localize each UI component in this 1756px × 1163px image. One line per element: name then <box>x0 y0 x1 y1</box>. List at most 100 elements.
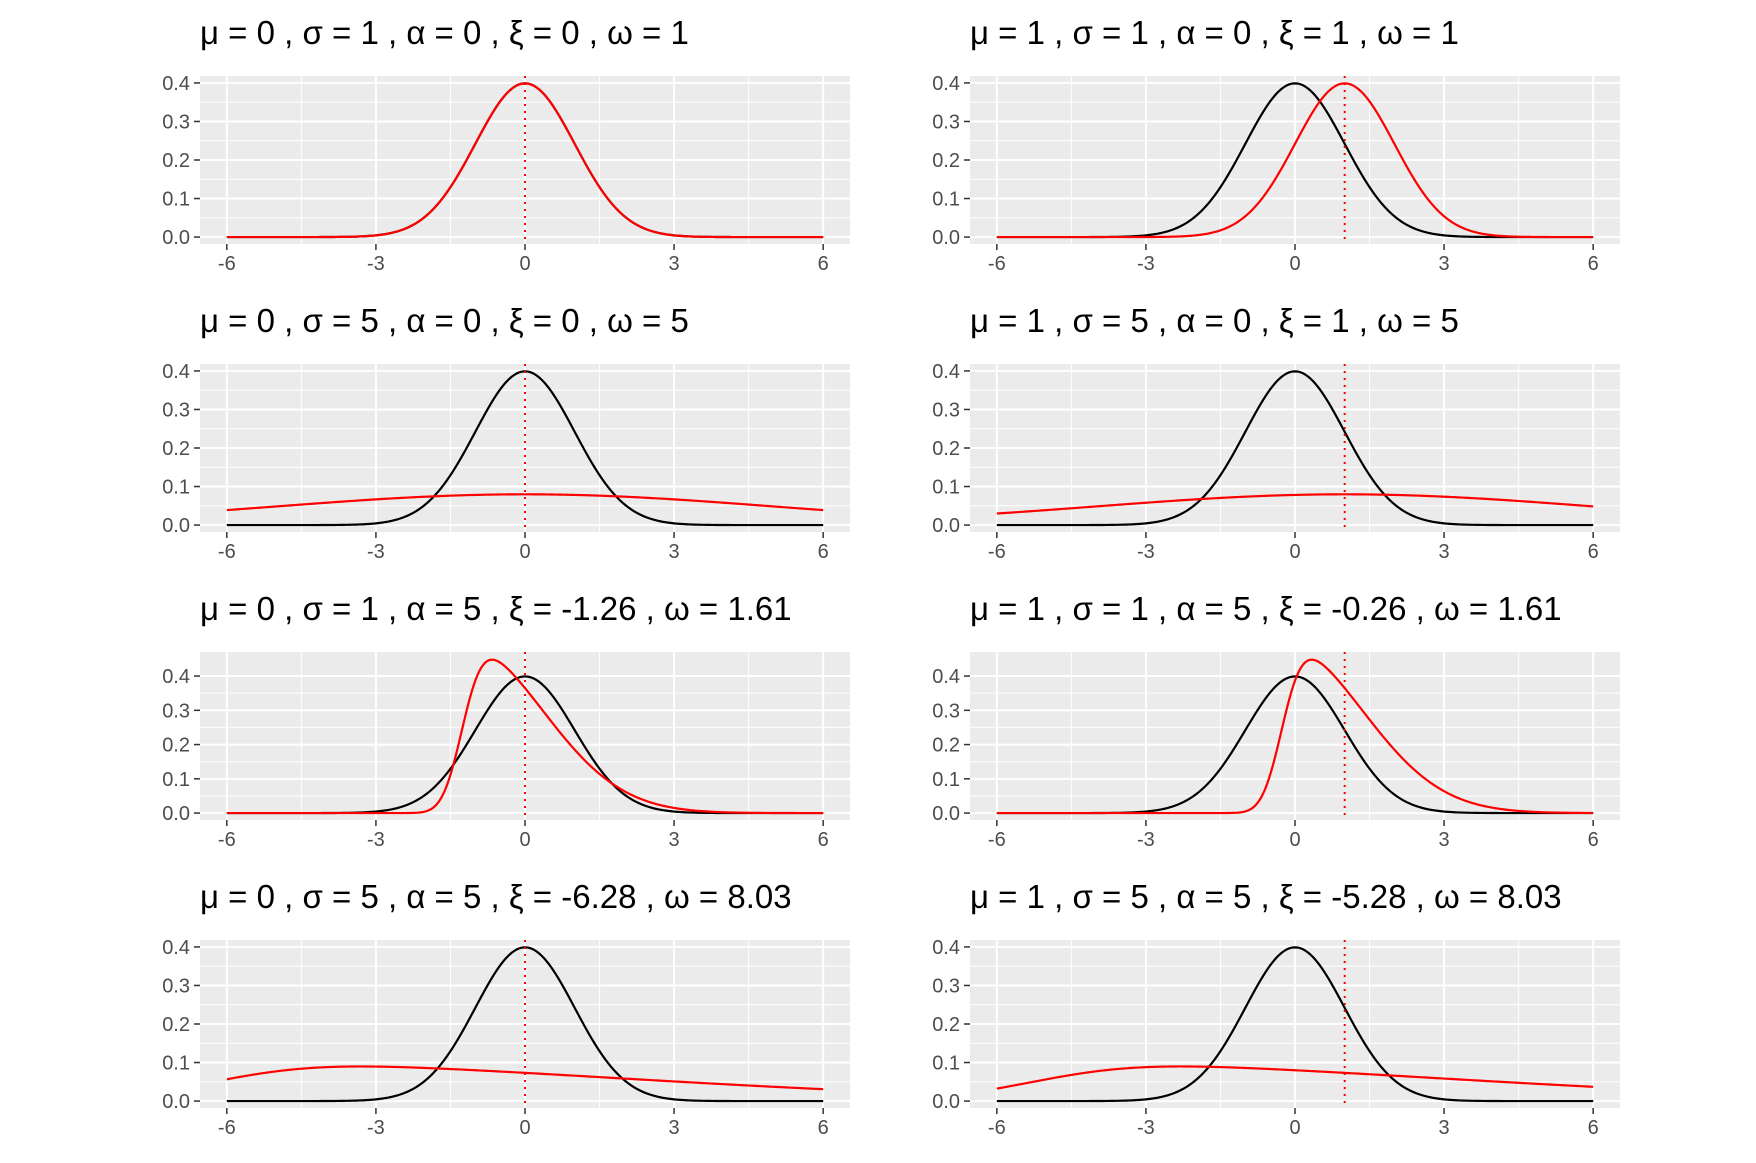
series-line-skew-normal <box>226 493 824 512</box>
y-tick-label: 0.0 <box>162 227 190 249</box>
y-tick-label: 0.4 <box>162 73 190 95</box>
chart-svg: -6 -3 0 3 6 0.0 0.1 0.2 0.3 0.4 <box>162 361 850 563</box>
x-tick-label: 6 <box>1588 1117 1599 1139</box>
chart-panel-6: μ = 1 , σ = 1 , α = 5 , ξ = -0.26 , ω = … <box>932 590 1750 875</box>
y-tick-label: 0.3 <box>162 111 190 133</box>
y-tick-label: 0.0 <box>162 803 190 825</box>
chart-svg: -6 -3 0 3 6 0.0 0.1 0.2 0.3 0.4 <box>932 937 1620 1139</box>
x-tick-label: 3 <box>669 829 680 851</box>
series-line-skew-normal <box>996 1065 1594 1090</box>
y-tick-label: 0.2 <box>162 438 190 460</box>
x-tick-label: -6 <box>218 253 236 275</box>
chart-svg: -6 -3 0 3 6 0.0 0.1 0.2 0.3 0.4 <box>162 652 850 851</box>
y-tick-label: 0.0 <box>932 515 960 537</box>
chart-svg: -6 -3 0 3 6 0.0 0.1 0.2 0.3 0.4 <box>162 73 850 275</box>
x-tick-label: 0 <box>1289 253 1300 275</box>
x-tick-label: 6 <box>1588 541 1599 563</box>
x-tick-label: 3 <box>669 1117 680 1139</box>
y-tick-label: 0.0 <box>162 1091 190 1113</box>
x-tick-label: 6 <box>818 541 829 563</box>
y-tick-label: 0.2 <box>932 150 960 172</box>
y-tick-label: 0.0 <box>162 515 190 537</box>
series-line-reference-normal <box>996 370 1594 527</box>
y-tick-label: 0.2 <box>932 1014 960 1036</box>
y-tick-label: 0.3 <box>932 975 960 997</box>
panel-title: μ = 1 , σ = 5 , α = 5 , ξ = -5.28 , ω = … <box>970 878 1562 915</box>
x-tick-label: 0 <box>1289 829 1300 851</box>
x-tick-label: -3 <box>1137 253 1155 275</box>
x-tick-label: 3 <box>669 253 680 275</box>
y-tick-label: 0.4 <box>932 937 960 959</box>
y-tick-label: 0.1 <box>932 189 960 211</box>
y-tick-label: 0.4 <box>162 937 190 959</box>
y-tick-label: 0.2 <box>932 735 960 757</box>
y-tick-label: 0.2 <box>162 150 190 172</box>
x-tick-label: -6 <box>988 541 1006 563</box>
x-tick-label: 6 <box>818 1117 829 1139</box>
x-tick-label: 0 <box>519 1117 530 1139</box>
chart-panel-2: μ = 1 , σ = 1 , α = 0 , ξ = 1 , ω = 1 -6… <box>932 14 1750 299</box>
x-tick-label: -6 <box>218 829 236 851</box>
x-tick-label: -6 <box>988 829 1006 851</box>
x-tick-label: -3 <box>367 1117 385 1139</box>
y-tick-label: 0.1 <box>162 769 190 791</box>
panel-title: μ = 0 , σ = 5 , α = 5 , ξ = -6.28 , ω = … <box>200 878 792 915</box>
x-tick-label: 0 <box>519 541 530 563</box>
chart-svg: -6 -3 0 3 6 0.0 0.1 0.2 0.3 0.4 <box>932 73 1620 275</box>
y-tick-label: 0.4 <box>932 361 960 383</box>
series-line-skew-normal <box>996 82 1594 239</box>
y-tick-label: 0.4 <box>932 666 960 688</box>
panel-title: μ = 1 , σ = 1 , α = 5 , ξ = -0.26 , ω = … <box>970 590 1562 627</box>
series-line-reference-normal <box>996 946 1594 1103</box>
x-tick-label: 0 <box>1289 541 1300 563</box>
chart-svg: -6 -3 0 3 6 0.0 0.1 0.2 0.3 0.4 <box>162 937 850 1139</box>
panel-title: μ = 0 , σ = 1 , α = 5 , ξ = -1.26 , ω = … <box>200 590 792 627</box>
y-tick-label: 0.3 <box>162 975 190 997</box>
y-tick-label: 0.1 <box>932 769 960 791</box>
x-tick-label: 3 <box>1439 541 1450 563</box>
y-tick-label: 0.2 <box>162 735 190 757</box>
y-tick-label: 0.3 <box>162 399 190 421</box>
x-tick-label: -3 <box>367 829 385 851</box>
panel-title: μ = 1 , σ = 1 , α = 0 , ξ = 1 , ω = 1 <box>970 14 1459 51</box>
panel-title: μ = 1 , σ = 5 , α = 0 , ξ = 1 , ω = 5 <box>970 302 1459 339</box>
y-tick-label: 0.0 <box>932 803 960 825</box>
x-tick-label: -6 <box>218 541 236 563</box>
y-tick-label: 0.0 <box>932 1091 960 1113</box>
y-tick-label: 0.1 <box>932 477 960 499</box>
x-tick-label: -6 <box>218 1117 236 1139</box>
x-tick-label: 6 <box>1588 829 1599 851</box>
x-tick-label: 3 <box>1439 829 1450 851</box>
panel-title: μ = 0 , σ = 1 , α = 0 , ξ = 0 , ω = 1 <box>200 14 689 51</box>
chart-panel-8: μ = 1 , σ = 5 , α = 5 , ξ = -5.28 , ω = … <box>932 878 1750 1163</box>
y-tick-label: 0.3 <box>932 399 960 421</box>
chart-panel-4: μ = 1 , σ = 5 , α = 0 , ξ = 1 , ω = 5 -6… <box>932 302 1750 587</box>
chart-panel-1: μ = 0 , σ = 1 , α = 0 , ξ = 0 , ω = 1 -6… <box>162 14 980 299</box>
x-tick-label: 0 <box>519 829 530 851</box>
x-tick-label: 6 <box>1588 253 1599 275</box>
chart-svg: -6 -3 0 3 6 0.0 0.1 0.2 0.3 0.4 <box>932 361 1620 563</box>
x-tick-label: 6 <box>818 829 829 851</box>
x-tick-label: -3 <box>1137 1117 1155 1139</box>
y-tick-label: 0.3 <box>162 700 190 722</box>
x-tick-label: 0 <box>519 253 530 275</box>
x-tick-label: -3 <box>1137 541 1155 563</box>
y-tick-label: 0.2 <box>162 1014 190 1036</box>
y-tick-label: 0.4 <box>932 73 960 95</box>
y-tick-label: 0.1 <box>162 477 190 499</box>
x-tick-label: 3 <box>1439 253 1450 275</box>
x-tick-label: -3 <box>1137 829 1155 851</box>
y-tick-label: 0.4 <box>162 666 190 688</box>
x-tick-label: 3 <box>1439 1117 1450 1139</box>
y-tick-label: 0.4 <box>162 361 190 383</box>
series-line-skew-normal <box>226 1065 824 1091</box>
chart-panel-7: μ = 0 , σ = 5 , α = 5 , ξ = -6.28 , ω = … <box>162 878 980 1163</box>
y-tick-label: 0.1 <box>162 1053 190 1075</box>
x-tick-label: -3 <box>367 541 385 563</box>
chart-panel-5: μ = 0 , σ = 1 , α = 5 , ξ = -1.26 , ω = … <box>162 590 980 875</box>
y-tick-label: 0.1 <box>932 1053 960 1075</box>
panel-title: μ = 0 , σ = 5 , α = 0 , ξ = 0 , ω = 5 <box>200 302 689 339</box>
x-tick-label: -3 <box>367 253 385 275</box>
x-tick-label: 6 <box>818 253 829 275</box>
